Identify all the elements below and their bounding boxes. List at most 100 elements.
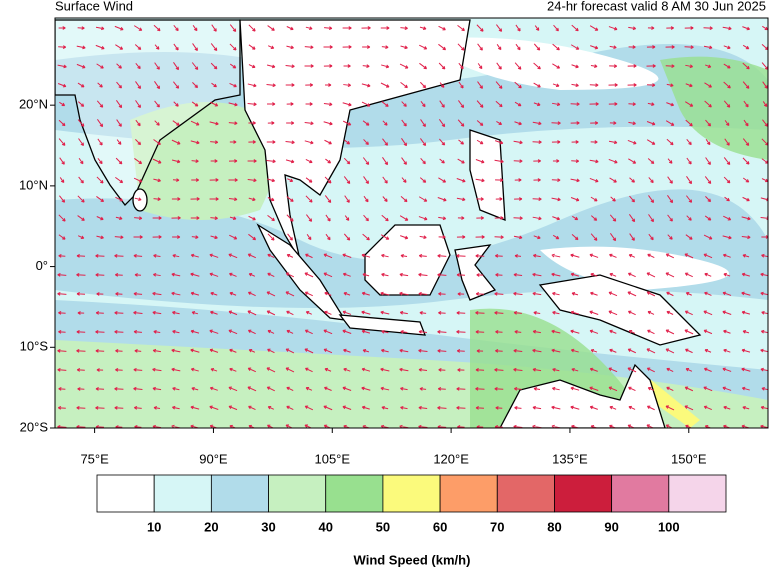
wind-arrow bbox=[96, 292, 104, 296]
colorbar-level: 70 bbox=[490, 519, 504, 534]
wind-arrow bbox=[114, 310, 124, 315]
colorbar-box bbox=[668, 474, 727, 513]
wind-arrow bbox=[532, 140, 542, 144]
wind-arrow bbox=[590, 291, 598, 296]
wind-arrow bbox=[552, 83, 560, 88]
wind-arrow bbox=[114, 273, 123, 277]
wind-arrow bbox=[609, 64, 618, 68]
wind-arrow bbox=[741, 367, 751, 372]
wind-arrow bbox=[133, 253, 143, 258]
wind-arrow bbox=[570, 348, 579, 353]
wind-arrow bbox=[305, 102, 313, 106]
wind-arrow bbox=[627, 367, 637, 373]
wind-arrow bbox=[742, 138, 750, 146]
wind-arrow bbox=[513, 235, 523, 240]
wind-arrow bbox=[229, 367, 237, 372]
wind-arrow bbox=[247, 253, 257, 259]
wind-arrow bbox=[325, 233, 331, 241]
wind-arrow bbox=[609, 121, 617, 125]
colorbar-box bbox=[210, 474, 269, 513]
wind-arrow bbox=[439, 158, 445, 164]
wind-arrow bbox=[570, 197, 580, 202]
wind-arrow bbox=[532, 197, 542, 201]
wind-arrow bbox=[741, 272, 750, 277]
wind-arrow bbox=[590, 272, 598, 277]
wind-arrow bbox=[532, 329, 541, 334]
wind-arrow bbox=[627, 348, 637, 354]
wind-arrow bbox=[95, 254, 105, 258]
wind-arrow bbox=[96, 100, 104, 108]
wind-arrow bbox=[704, 82, 712, 88]
wind-arrow bbox=[266, 386, 275, 392]
wind-arrow bbox=[115, 349, 123, 353]
wind-arrow bbox=[742, 253, 750, 258]
wind-arrow bbox=[267, 102, 276, 106]
wind-arrow bbox=[382, 176, 388, 184]
wind-arrow bbox=[742, 26, 750, 31]
wind-arrow bbox=[286, 196, 294, 202]
wind-arrow bbox=[342, 45, 352, 49]
wind-arrow bbox=[608, 83, 618, 87]
wind-arrow bbox=[437, 405, 447, 410]
wind-arrow bbox=[608, 310, 618, 316]
wind-arrow bbox=[190, 272, 200, 277]
wind-arrow bbox=[533, 102, 541, 107]
wind-arrow bbox=[116, 63, 122, 69]
wind-arrow bbox=[380, 386, 390, 391]
wind-arrow bbox=[496, 44, 502, 51]
wind-arrow bbox=[58, 234, 66, 240]
wind-arrow bbox=[684, 26, 694, 30]
wind-arrow bbox=[228, 178, 238, 182]
wind-arrow bbox=[152, 386, 162, 391]
wind-arrow bbox=[722, 386, 732, 391]
wind-arrow bbox=[722, 291, 732, 296]
wind-arrow bbox=[475, 311, 485, 315]
wind-arrow bbox=[532, 348, 542, 353]
wind-arrow bbox=[762, 81, 768, 89]
wind-arrow bbox=[514, 197, 523, 201]
wind-arrow bbox=[115, 368, 123, 372]
wind-arrow bbox=[286, 253, 294, 258]
wind-arrow bbox=[247, 291, 256, 297]
wind-arrow bbox=[437, 197, 447, 202]
wind-arrow bbox=[77, 215, 85, 221]
wind-arrow bbox=[190, 348, 200, 353]
wind-arrow bbox=[667, 195, 674, 204]
wind-arrow bbox=[77, 387, 85, 391]
wind-arrow bbox=[97, 138, 103, 146]
wind-arrow bbox=[78, 157, 84, 165]
map-frame bbox=[54, 17, 769, 429]
wind-arrow bbox=[419, 44, 428, 50]
wind-arrow bbox=[400, 386, 408, 391]
wind-arrow bbox=[742, 62, 750, 70]
colorbar-box bbox=[496, 474, 555, 513]
wind-arrow bbox=[305, 367, 313, 373]
wind-arrow bbox=[628, 405, 636, 410]
wind-arrow bbox=[686, 157, 692, 165]
wind-arrow bbox=[762, 25, 768, 31]
wind-arrow bbox=[171, 367, 181, 372]
wind-arrow bbox=[419, 62, 428, 70]
wind-arrow bbox=[475, 178, 485, 183]
wind-arrow bbox=[627, 291, 637, 297]
wind-arrow bbox=[589, 159, 599, 164]
wind-arrow bbox=[495, 406, 503, 410]
wind-arrow bbox=[78, 176, 84, 184]
wind-arrow bbox=[686, 139, 692, 146]
wind-arrow bbox=[305, 386, 313, 391]
wind-arrow bbox=[704, 348, 712, 353]
wind-arrow bbox=[608, 26, 618, 31]
wind-arrow bbox=[458, 62, 464, 70]
wind-arrow bbox=[684, 253, 694, 259]
wind-arrow bbox=[286, 45, 294, 50]
wind-arrow bbox=[323, 405, 333, 411]
wind-arrow bbox=[666, 367, 674, 372]
wind-arrow bbox=[647, 310, 655, 315]
wind-arrow bbox=[286, 310, 294, 316]
wind-arrow bbox=[590, 140, 598, 144]
wind-arrow bbox=[419, 177, 427, 183]
wind-arrow bbox=[647, 387, 654, 391]
wind-arrow bbox=[665, 424, 674, 428]
wind-arrow bbox=[532, 405, 542, 410]
wind-arrow bbox=[741, 216, 751, 221]
